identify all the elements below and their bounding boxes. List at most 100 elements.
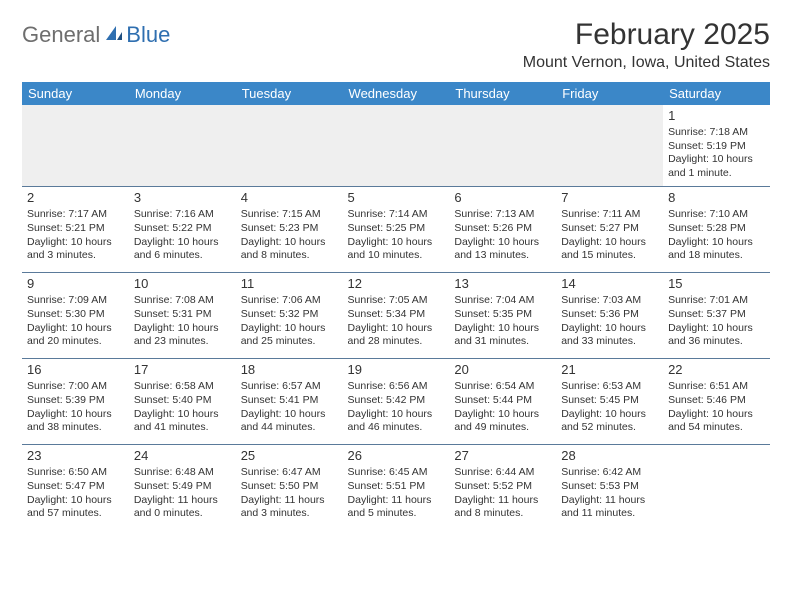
daylight-text: Daylight: 10 hours and 38 minutes. [27, 408, 124, 435]
calendar-cell: 11Sunrise: 7:06 AMSunset: 5:32 PMDayligh… [236, 273, 343, 359]
day-number: 28 [561, 448, 658, 465]
sunset-text: Sunset: 5:47 PM [27, 480, 124, 494]
day-number: 15 [668, 276, 765, 293]
sunrise-text: Sunrise: 6:51 AM [668, 380, 765, 394]
day-number: 3 [134, 190, 231, 207]
calendar-table: Sunday Monday Tuesday Wednesday Thursday… [22, 82, 770, 531]
daylight-text: Daylight: 10 hours and 20 minutes. [27, 322, 124, 349]
calendar-cell: 23Sunrise: 6:50 AMSunset: 5:47 PMDayligh… [22, 445, 129, 531]
day-number: 27 [454, 448, 551, 465]
daylight-text: Daylight: 10 hours and 36 minutes. [668, 322, 765, 349]
calendar-cell: 7Sunrise: 7:11 AMSunset: 5:27 PMDaylight… [556, 187, 663, 273]
daylight-text: Daylight: 10 hours and 18 minutes. [668, 236, 765, 263]
calendar-cell [236, 105, 343, 187]
day-number: 23 [27, 448, 124, 465]
calendar-cell: 9Sunrise: 7:09 AMSunset: 5:30 PMDaylight… [22, 273, 129, 359]
sunrise-text: Sunrise: 7:09 AM [27, 294, 124, 308]
sunrise-text: Sunrise: 7:10 AM [668, 208, 765, 222]
day-number: 22 [668, 362, 765, 379]
logo-text-general: General [22, 22, 100, 48]
sunrise-text: Sunrise: 7:14 AM [348, 208, 445, 222]
calendar-cell: 25Sunrise: 6:47 AMSunset: 5:50 PMDayligh… [236, 445, 343, 531]
calendar-cell: 6Sunrise: 7:13 AMSunset: 5:26 PMDaylight… [449, 187, 556, 273]
sunset-text: Sunset: 5:53 PM [561, 480, 658, 494]
calendar-cell: 26Sunrise: 6:45 AMSunset: 5:51 PMDayligh… [343, 445, 450, 531]
calendar-cell [663, 445, 770, 531]
day-number: 9 [27, 276, 124, 293]
daylight-text: Daylight: 10 hours and 3 minutes. [27, 236, 124, 263]
sunset-text: Sunset: 5:49 PM [134, 480, 231, 494]
sunrise-text: Sunrise: 7:13 AM [454, 208, 551, 222]
calendar-cell: 28Sunrise: 6:42 AMSunset: 5:53 PMDayligh… [556, 445, 663, 531]
sunrise-text: Sunrise: 6:45 AM [348, 466, 445, 480]
sunrise-text: Sunrise: 7:03 AM [561, 294, 658, 308]
daylight-text: Daylight: 10 hours and 44 minutes. [241, 408, 338, 435]
sunrise-text: Sunrise: 7:04 AM [454, 294, 551, 308]
sunrise-text: Sunrise: 6:57 AM [241, 380, 338, 394]
sunrise-text: Sunrise: 6:44 AM [454, 466, 551, 480]
day-number: 8 [668, 190, 765, 207]
day-header: Sunday [22, 82, 129, 105]
sunrise-text: Sunrise: 7:08 AM [134, 294, 231, 308]
day-number: 25 [241, 448, 338, 465]
daylight-text: Daylight: 10 hours and 33 minutes. [561, 322, 658, 349]
sunset-text: Sunset: 5:46 PM [668, 394, 765, 408]
day-number: 2 [27, 190, 124, 207]
daylight-text: Daylight: 10 hours and 25 minutes. [241, 322, 338, 349]
logo-text-blue: Blue [126, 22, 170, 48]
calendar-cell: 5Sunrise: 7:14 AMSunset: 5:25 PMDaylight… [343, 187, 450, 273]
month-title: February 2025 [523, 18, 770, 52]
day-number: 19 [348, 362, 445, 379]
daylight-text: Daylight: 11 hours and 3 minutes. [241, 494, 338, 521]
daylight-text: Daylight: 10 hours and 28 minutes. [348, 322, 445, 349]
sunset-text: Sunset: 5:22 PM [134, 222, 231, 236]
day-number: 13 [454, 276, 551, 293]
calendar-cell: 2Sunrise: 7:17 AMSunset: 5:21 PMDaylight… [22, 187, 129, 273]
logo: General Blue [22, 22, 170, 48]
day-header-row: Sunday Monday Tuesday Wednesday Thursday… [22, 82, 770, 105]
sunrise-text: Sunrise: 7:01 AM [668, 294, 765, 308]
calendar-cell: 20Sunrise: 6:54 AMSunset: 5:44 PMDayligh… [449, 359, 556, 445]
sunset-text: Sunset: 5:44 PM [454, 394, 551, 408]
day-number: 18 [241, 362, 338, 379]
calendar-cell: 3Sunrise: 7:16 AMSunset: 5:22 PMDaylight… [129, 187, 236, 273]
sunset-text: Sunset: 5:32 PM [241, 308, 338, 322]
day-number: 21 [561, 362, 658, 379]
day-number: 7 [561, 190, 658, 207]
calendar-cell: 24Sunrise: 6:48 AMSunset: 5:49 PMDayligh… [129, 445, 236, 531]
calendar-week-row: 23Sunrise: 6:50 AMSunset: 5:47 PM Dayligh… [22, 445, 770, 531]
day-number: 1 [668, 108, 765, 125]
sunrise-text: Sunrise: 7:06 AM [241, 294, 338, 308]
calendar-cell: 17Sunrise: 6:58 AMSunset: 5:40 PMDayligh… [129, 359, 236, 445]
day-number: 12 [348, 276, 445, 293]
sunset-text: Sunset: 5:26 PM [454, 222, 551, 236]
sunrise-text: Sunrise: 6:53 AM [561, 380, 658, 394]
calendar-cell: 22Sunrise: 6:51 AMSunset: 5:46 PMDayligh… [663, 359, 770, 445]
calendar-cell [129, 105, 236, 187]
daylight-text: Daylight: 10 hours and 23 minutes. [134, 322, 231, 349]
daylight-text: Daylight: 10 hours and 13 minutes. [454, 236, 551, 263]
sunset-text: Sunset: 5:45 PM [561, 394, 658, 408]
sunset-text: Sunset: 5:41 PM [241, 394, 338, 408]
daylight-text: Daylight: 10 hours and 8 minutes. [241, 236, 338, 263]
calendar-cell [22, 105, 129, 187]
sunrise-text: Sunrise: 6:50 AM [27, 466, 124, 480]
day-number: 20 [454, 362, 551, 379]
calendar-cell: 19Sunrise: 6:56 AMSunset: 5:42 PMDayligh… [343, 359, 450, 445]
day-header: Tuesday [236, 82, 343, 105]
sunset-text: Sunset: 5:37 PM [668, 308, 765, 322]
day-number: 4 [241, 190, 338, 207]
sunrise-text: Sunrise: 7:15 AM [241, 208, 338, 222]
day-number: 16 [27, 362, 124, 379]
daylight-text: Daylight: 10 hours and 54 minutes. [668, 408, 765, 435]
day-number: 17 [134, 362, 231, 379]
calendar-cell [449, 105, 556, 187]
sunset-text: Sunset: 5:19 PM [668, 140, 765, 154]
sunset-text: Sunset: 5:52 PM [454, 480, 551, 494]
day-number: 10 [134, 276, 231, 293]
sunrise-text: Sunrise: 7:00 AM [27, 380, 124, 394]
calendar-week-row: 9Sunrise: 7:09 AMSunset: 5:30 PMDaylight… [22, 273, 770, 359]
daylight-text: Daylight: 10 hours and 6 minutes. [134, 236, 231, 263]
title-block: February 2025 Mount Vernon, Iowa, United… [523, 18, 770, 72]
header: General Blue February 2025 Mount Vernon,… [22, 18, 770, 72]
